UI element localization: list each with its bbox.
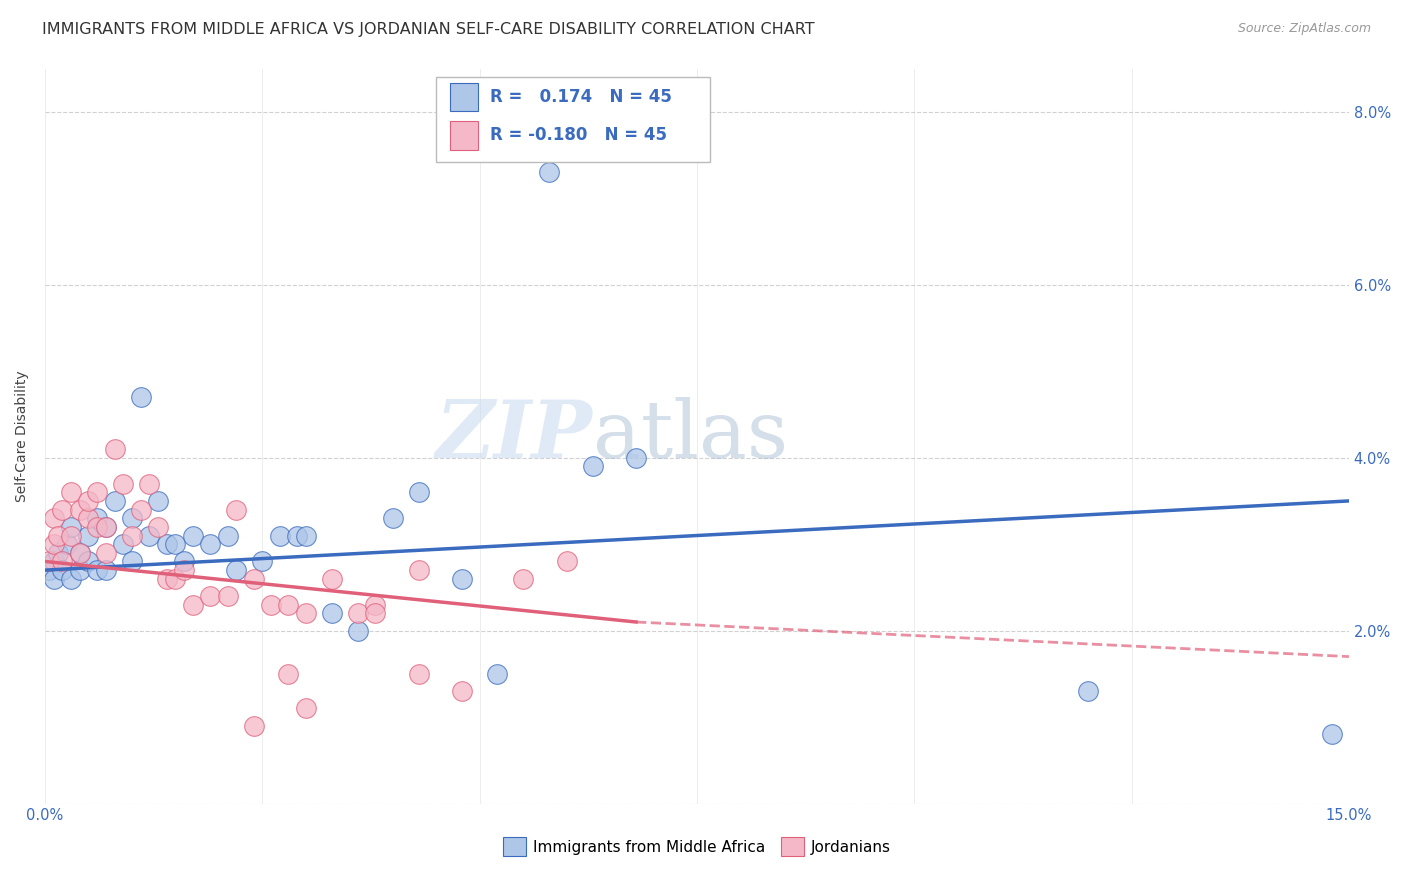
Point — [285, 528, 308, 542]
Point — [294, 607, 316, 621]
Point — [138, 528, 160, 542]
Point — [242, 719, 264, 733]
Point — [260, 598, 283, 612]
Point — [138, 476, 160, 491]
Point — [225, 502, 247, 516]
Point — [86, 485, 108, 500]
Text: atlas: atlas — [592, 397, 787, 475]
Point — [94, 563, 117, 577]
Point — [165, 537, 187, 551]
Point — [77, 528, 100, 542]
Point — [94, 546, 117, 560]
Point — [381, 511, 404, 525]
Point — [252, 554, 274, 568]
Text: IMMIGRANTS FROM MIDDLE AFRICA VS JORDANIAN SELF-CARE DISABILITY CORRELATION CHAR: IMMIGRANTS FROM MIDDLE AFRICA VS JORDANI… — [42, 22, 815, 37]
Point — [121, 554, 143, 568]
Point — [60, 528, 83, 542]
Point — [77, 511, 100, 525]
Point — [69, 563, 91, 577]
Point — [55, 537, 77, 551]
Point — [217, 589, 239, 603]
Point — [173, 563, 195, 577]
Point — [269, 528, 291, 542]
Point — [121, 511, 143, 525]
Point — [512, 572, 534, 586]
Point — [112, 476, 135, 491]
Point — [294, 528, 316, 542]
Legend: Immigrants from Middle Africa, Jordanians: Immigrants from Middle Africa, Jordanian… — [496, 831, 897, 863]
Point — [94, 520, 117, 534]
Point — [146, 520, 169, 534]
Point — [42, 511, 65, 525]
Point — [42, 537, 65, 551]
Point — [86, 520, 108, 534]
Point — [69, 546, 91, 560]
Point — [538, 165, 561, 179]
Point — [198, 537, 221, 551]
Point — [321, 607, 343, 621]
Point — [347, 607, 370, 621]
Point — [60, 485, 83, 500]
Point — [42, 572, 65, 586]
Point — [555, 554, 578, 568]
Point — [347, 624, 370, 638]
Point — [485, 666, 508, 681]
Text: ZIP: ZIP — [436, 397, 592, 475]
Point — [581, 459, 603, 474]
Text: R = -0.180   N = 45: R = -0.180 N = 45 — [489, 127, 666, 145]
Point — [408, 563, 430, 577]
Point — [38, 554, 60, 568]
Point — [112, 537, 135, 551]
Point — [51, 563, 73, 577]
Point — [217, 528, 239, 542]
Point — [321, 572, 343, 586]
Point — [77, 494, 100, 508]
Y-axis label: Self-Care Disability: Self-Care Disability — [15, 370, 30, 502]
Point — [156, 537, 179, 551]
Point — [225, 563, 247, 577]
Point — [129, 390, 152, 404]
Point — [451, 572, 474, 586]
Point — [198, 589, 221, 603]
Point — [103, 442, 125, 456]
Point — [156, 572, 179, 586]
Point — [165, 572, 187, 586]
Point — [451, 684, 474, 698]
Point — [129, 502, 152, 516]
Point — [242, 572, 264, 586]
Point — [277, 598, 299, 612]
Text: Source: ZipAtlas.com: Source: ZipAtlas.com — [1237, 22, 1371, 36]
Point — [60, 572, 83, 586]
Point — [94, 520, 117, 534]
Point — [121, 528, 143, 542]
Point — [364, 607, 387, 621]
Text: R =   0.174   N = 45: R = 0.174 N = 45 — [489, 88, 672, 106]
Point — [277, 666, 299, 681]
Point — [38, 563, 60, 577]
Point — [1320, 727, 1343, 741]
Point — [51, 554, 73, 568]
Point — [51, 502, 73, 516]
Point — [173, 554, 195, 568]
Point — [181, 528, 204, 542]
Point — [86, 511, 108, 525]
Point — [46, 546, 69, 560]
Point — [146, 494, 169, 508]
Point — [408, 485, 430, 500]
Point — [77, 554, 100, 568]
Point — [364, 598, 387, 612]
Point — [624, 450, 647, 465]
Point — [103, 494, 125, 508]
Point — [181, 598, 204, 612]
Point — [69, 502, 91, 516]
Point — [1077, 684, 1099, 698]
Point — [42, 554, 65, 568]
Point — [408, 666, 430, 681]
Point — [86, 563, 108, 577]
Point — [60, 520, 83, 534]
Point — [46, 528, 69, 542]
Point — [294, 701, 316, 715]
Point — [69, 546, 91, 560]
